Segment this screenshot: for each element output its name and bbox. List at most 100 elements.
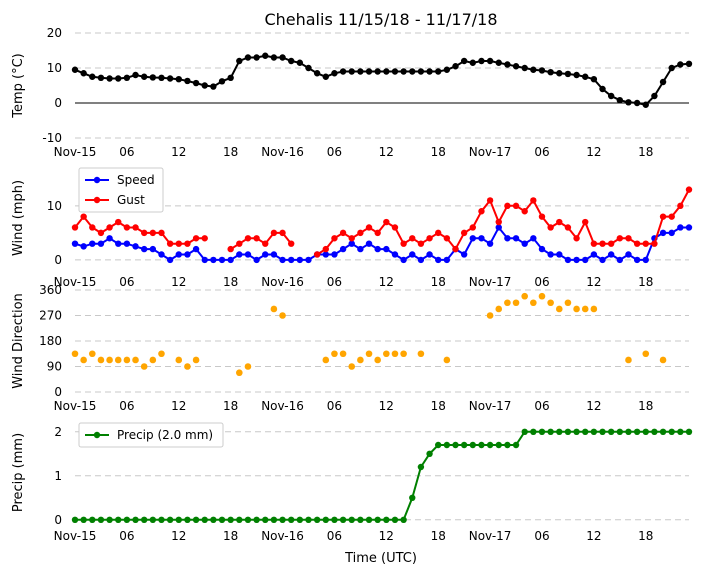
data-point-temp bbox=[374, 68, 381, 75]
data-point-wind bbox=[80, 243, 87, 250]
data-point-wind bbox=[616, 235, 624, 242]
data-point-wdir bbox=[555, 305, 563, 313]
data-point-precip bbox=[210, 516, 217, 523]
data-point-wind bbox=[158, 229, 165, 237]
x-tick-label-wind: 12 bbox=[586, 275, 601, 289]
data-point-wind bbox=[651, 240, 658, 247]
x-tick-label-wind: 18 bbox=[638, 275, 653, 289]
data-point-precip bbox=[305, 516, 312, 523]
data-point-wind bbox=[668, 229, 675, 237]
data-point-precip bbox=[115, 516, 122, 523]
data-point-temp bbox=[530, 66, 537, 73]
x-tick-label-wdir: 18 bbox=[431, 399, 446, 413]
x-tick-label-wind: 18 bbox=[223, 275, 238, 289]
x-tick-label-wdir: 12 bbox=[586, 399, 601, 413]
data-point-wind bbox=[262, 240, 269, 247]
data-point-wind bbox=[132, 224, 139, 231]
data-point-precip bbox=[538, 428, 546, 435]
data-point-precip bbox=[599, 428, 606, 435]
data-point-temp bbox=[607, 92, 615, 100]
data-point-temp bbox=[175, 76, 182, 83]
data-point-temp bbox=[89, 73, 96, 80]
data-point-wind bbox=[365, 224, 373, 231]
data-point-wdir bbox=[374, 356, 381, 364]
data-point-wdir bbox=[192, 356, 200, 364]
x-tick-label-wdir: 18 bbox=[638, 399, 653, 413]
data-point-wind bbox=[426, 251, 433, 258]
data-point-wind bbox=[469, 235, 477, 242]
data-point-wind bbox=[547, 251, 554, 258]
data-point-temp bbox=[210, 83, 217, 90]
data-point-wind bbox=[166, 256, 174, 264]
data-point-temp bbox=[244, 54, 252, 61]
x-tick-label-temp: 12 bbox=[586, 145, 601, 159]
data-point-wind bbox=[400, 240, 407, 247]
data-point-precip bbox=[426, 450, 433, 457]
data-point-precip bbox=[89, 516, 96, 523]
data-point-precip bbox=[478, 441, 485, 449]
data-point-wind bbox=[201, 256, 208, 264]
data-point-wdir bbox=[547, 299, 554, 307]
data-point-wind bbox=[530, 197, 537, 204]
data-point-precip bbox=[227, 516, 234, 523]
data-point-wind bbox=[210, 256, 217, 264]
x-tick-label-temp: 06 bbox=[119, 145, 134, 159]
data-point-precip bbox=[443, 441, 451, 449]
data-point-wdir bbox=[538, 292, 546, 300]
data-point-wdir bbox=[97, 356, 105, 364]
data-point-wdir bbox=[71, 350, 79, 358]
data-point-precip bbox=[677, 428, 684, 435]
data-point-temp bbox=[192, 79, 200, 87]
data-point-wdir bbox=[400, 350, 407, 358]
y-axis-label-temp: Temp (°C) bbox=[11, 53, 26, 119]
data-point-wind bbox=[140, 229, 148, 237]
data-point-temp bbox=[140, 73, 148, 80]
data-point-wind bbox=[547, 224, 554, 231]
legend-swatch-marker-wind bbox=[93, 196, 101, 204]
data-point-wind bbox=[71, 240, 79, 247]
data-point-wdir bbox=[564, 299, 572, 307]
data-point-temp bbox=[158, 74, 165, 82]
data-point-wdir bbox=[236, 369, 243, 377]
data-point-wdir bbox=[106, 356, 113, 364]
data-point-precip bbox=[530, 428, 537, 435]
data-point-wind bbox=[426, 235, 433, 242]
data-point-wind bbox=[322, 245, 329, 253]
data-point-wind bbox=[236, 251, 243, 258]
data-point-temp bbox=[313, 70, 321, 77]
legend-label-wind: Speed bbox=[117, 173, 155, 187]
x-tick-label-temp: Nov-17 bbox=[469, 145, 512, 159]
data-point-temp bbox=[357, 68, 364, 75]
data-point-wind bbox=[305, 256, 312, 264]
data-point-wind bbox=[504, 202, 511, 210]
data-point-wind bbox=[460, 229, 468, 237]
data-point-wind bbox=[253, 256, 260, 264]
data-point-wind bbox=[89, 224, 96, 231]
data-point-temp bbox=[115, 75, 122, 82]
data-point-wind bbox=[296, 256, 304, 264]
data-point-temp bbox=[227, 74, 234, 82]
y-tick-label-wind: 0 bbox=[54, 253, 62, 267]
data-point-precip bbox=[80, 516, 87, 523]
data-point-temp bbox=[348, 68, 355, 75]
data-point-wind bbox=[530, 235, 537, 242]
data-point-wdir bbox=[175, 356, 183, 364]
data-point-temp bbox=[296, 59, 304, 66]
data-point-precip bbox=[607, 428, 615, 435]
data-point-precip bbox=[244, 516, 252, 523]
series-line-temp bbox=[74, 54, 690, 106]
data-point-precip bbox=[322, 516, 329, 523]
data-point-precip bbox=[184, 516, 191, 523]
data-point-wind bbox=[175, 251, 182, 258]
data-point-wind bbox=[486, 197, 494, 204]
legend-precip: Precip (2.0 mm) bbox=[78, 422, 224, 448]
data-point-wind bbox=[521, 208, 528, 215]
x-tick-label-precip: 18 bbox=[223, 529, 238, 543]
data-point-temp bbox=[625, 99, 632, 106]
data-point-precip bbox=[140, 516, 148, 523]
data-point-wdir bbox=[659, 356, 667, 364]
data-point-wdir bbox=[132, 356, 139, 364]
data-point-temp bbox=[279, 54, 286, 61]
data-point-wind bbox=[132, 243, 139, 250]
data-point-wind bbox=[253, 235, 260, 242]
